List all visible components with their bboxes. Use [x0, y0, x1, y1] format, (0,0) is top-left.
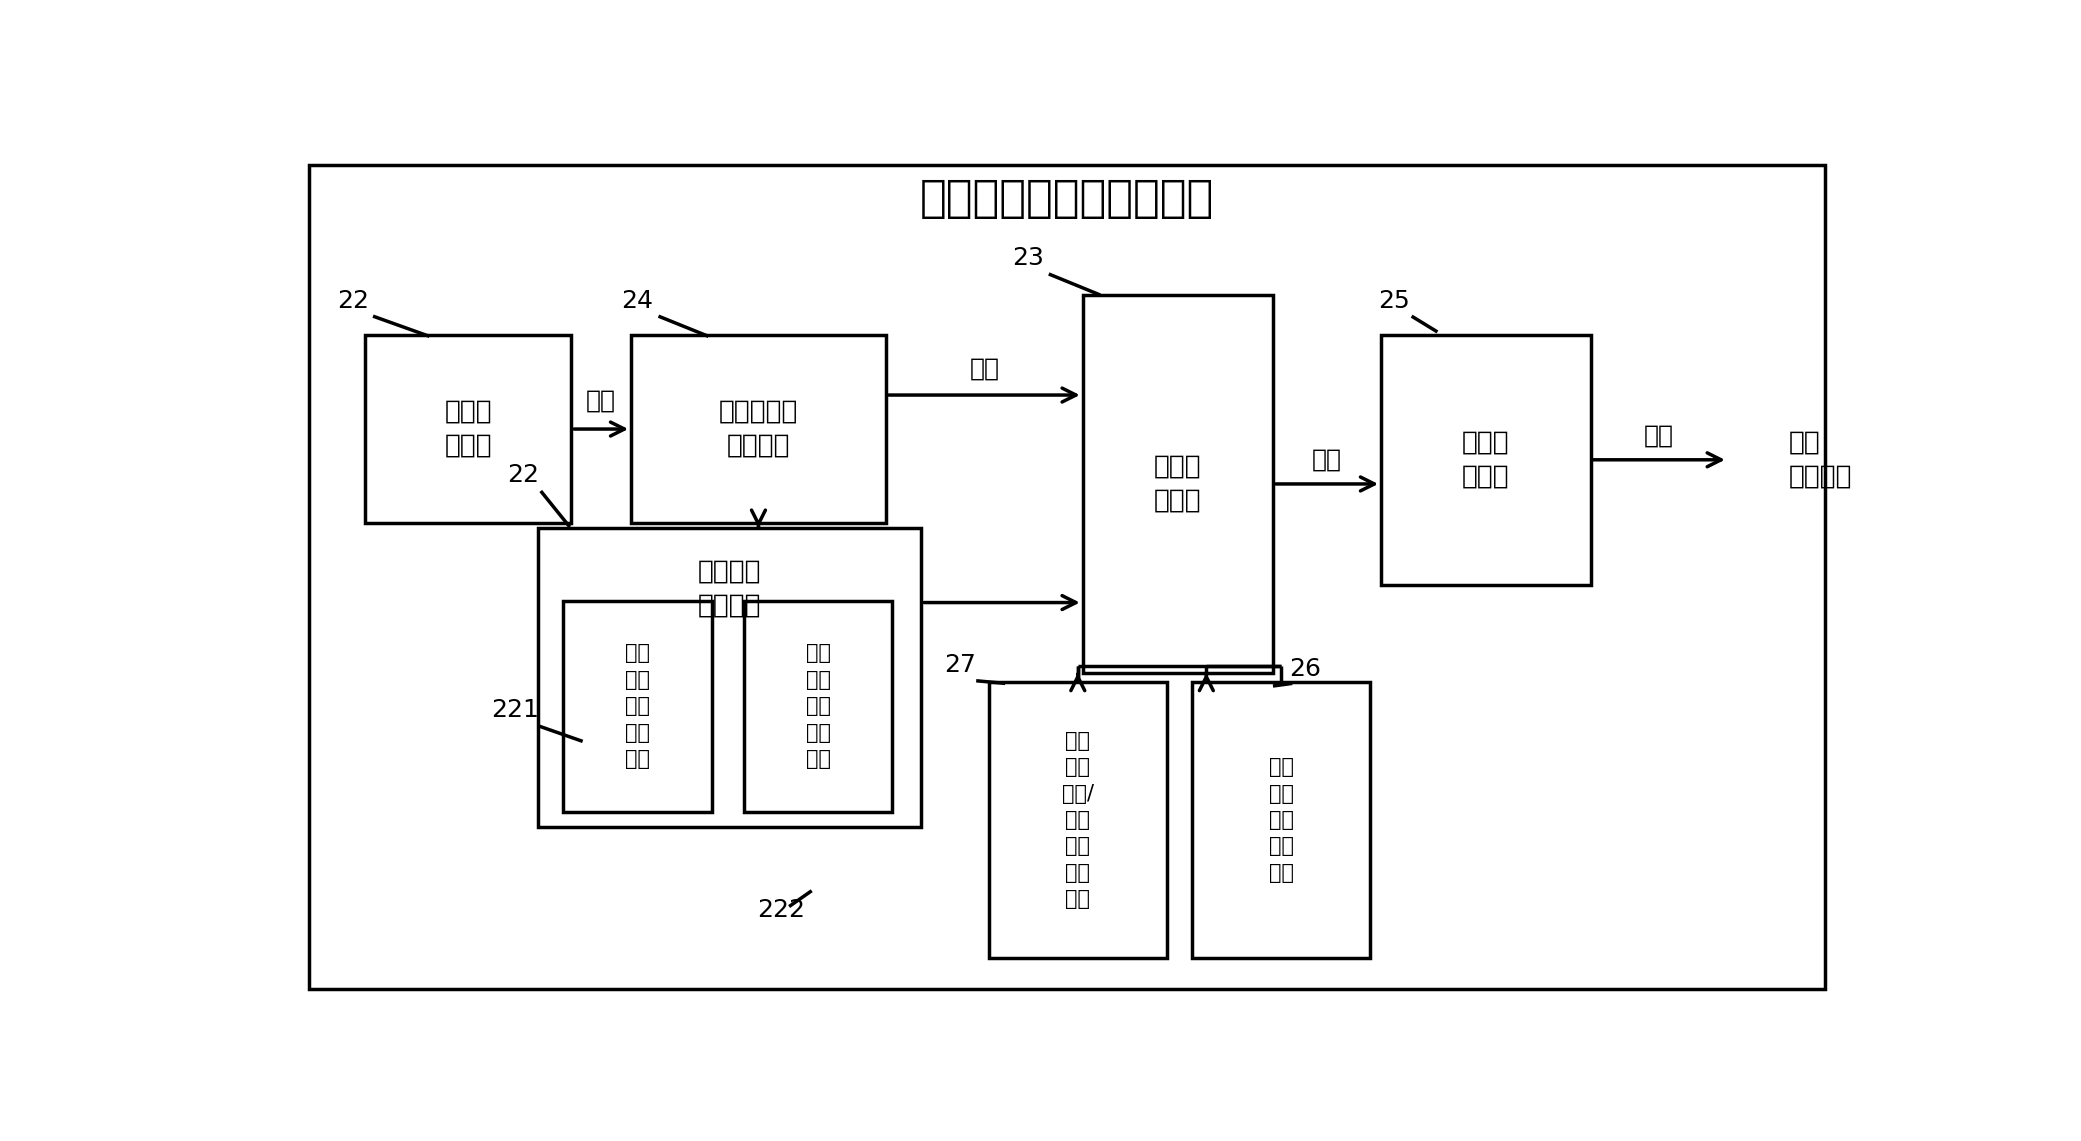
Text: 输入
电压
欠压
保护
单元: 输入 电压 欠压 保护 单元 — [624, 644, 649, 769]
Text: 22: 22 — [508, 462, 539, 486]
Polygon shape — [564, 601, 712, 811]
Polygon shape — [364, 334, 572, 524]
Text: 电子
设备
关断
控制
单元: 电子 设备 关断 控制 单元 — [1269, 758, 1294, 883]
Text: 电子开
关单元: 电子开 关单元 — [1155, 454, 1201, 513]
Polygon shape — [1382, 334, 1590, 585]
Polygon shape — [1192, 681, 1369, 958]
Polygon shape — [537, 528, 922, 826]
Text: 222: 222 — [757, 898, 805, 922]
Text: 23: 23 — [1011, 246, 1043, 270]
Text: 车载电
源单元: 车载电 源单元 — [445, 399, 491, 459]
Text: 26: 26 — [1288, 657, 1321, 681]
Text: 电压: 电压 — [587, 389, 616, 413]
Polygon shape — [1082, 296, 1274, 673]
Text: 车载
电子设备: 车载 电子设备 — [1790, 430, 1852, 489]
Text: 22: 22 — [337, 289, 370, 313]
Text: 电源稳
压单元: 电源稳 压单元 — [1463, 430, 1509, 489]
Polygon shape — [745, 601, 893, 811]
Polygon shape — [988, 681, 1167, 958]
Text: 输入
电压
过压
保护
单元: 输入 电压 过压 保护 单元 — [805, 644, 830, 769]
Text: 输入滤波与
保护单元: 输入滤波与 保护单元 — [718, 399, 799, 459]
Text: 电压: 电压 — [1311, 447, 1342, 471]
Text: 电子
设备
上电/
断电
延迟
控制
单元: 电子 设备 上电/ 断电 延迟 控制 单元 — [1061, 730, 1095, 909]
Text: 电压: 电压 — [1644, 423, 1675, 447]
Text: 27: 27 — [945, 654, 976, 678]
Text: 221: 221 — [491, 698, 539, 722]
Text: 24: 24 — [622, 289, 653, 313]
Text: 电压检测
保护单元: 电压检测 保护单元 — [697, 559, 762, 618]
Text: 电压: 电压 — [970, 357, 999, 381]
Polygon shape — [631, 334, 887, 524]
Text: 25: 25 — [1378, 289, 1409, 313]
Text: 车载电子设备的供电装置: 车载电子设备的供电装置 — [920, 177, 1213, 220]
